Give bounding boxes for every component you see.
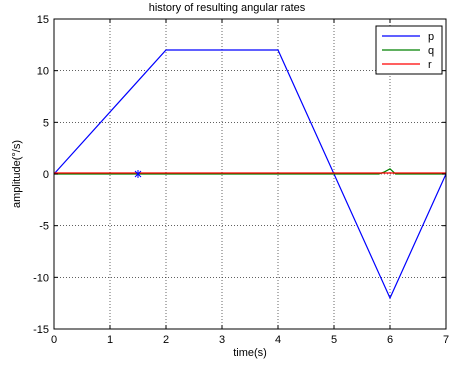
- y-tick-label: -10: [33, 272, 49, 284]
- x-tick-label: 0: [51, 334, 57, 346]
- legend-label-p: p: [428, 31, 434, 43]
- markers: [134, 170, 142, 178]
- y-tick-label: -15: [33, 324, 49, 336]
- legend-label-r: r: [428, 59, 432, 71]
- x-tick-label: 4: [275, 334, 281, 346]
- y-tick-label: 10: [37, 66, 49, 78]
- legend-label-q: q: [428, 45, 434, 57]
- x-tick-label: 5: [331, 334, 337, 346]
- x-tick-label: 7: [443, 334, 449, 346]
- x-tick-label: 6: [387, 334, 393, 346]
- chart-title: history of resulting angular rates: [149, 2, 306, 14]
- series-line-p: [53, 49, 447, 300]
- x-tick-label: 1: [107, 334, 113, 346]
- x-tick-label: 3: [219, 334, 225, 346]
- x-tick-label: 2: [163, 334, 169, 346]
- y-tick-label: 0: [43, 169, 49, 181]
- y-tick-label: 15: [37, 14, 49, 26]
- x-axis-label: time(s): [233, 347, 267, 359]
- axis-ticks: 0 1 2 3 4 5 6 7 -15 -10 -5 0 5 10 15: [33, 14, 449, 346]
- y-tick-label: 5: [43, 117, 49, 129]
- series-lines: [53, 49, 447, 300]
- y-tick-label: -5: [39, 221, 49, 233]
- data-point-marker: [134, 170, 142, 178]
- legend: pqr: [375, 25, 443, 75]
- y-axis-label: amplitude(°/s): [11, 140, 23, 208]
- series-line-q: [54, 168, 446, 175]
